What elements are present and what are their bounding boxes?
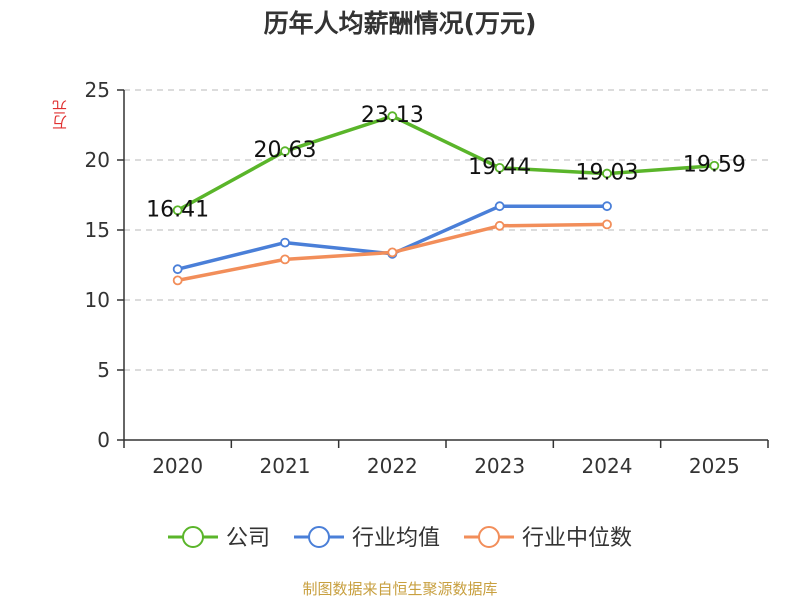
y-tick-label: 20	[85, 148, 110, 172]
data-point	[494, 220, 505, 231]
legend-marker-1	[308, 526, 330, 548]
x-tick-label: 2022	[367, 454, 418, 478]
x-tick-label: 2023	[474, 454, 525, 478]
data-point	[602, 201, 612, 212]
data-point	[387, 111, 398, 122]
x-tick-label: 2024	[582, 454, 633, 478]
data-point	[172, 275, 183, 286]
y-tick-label: 10	[85, 288, 110, 312]
data-point	[494, 201, 505, 212]
x-tick-label: 2021	[260, 454, 311, 478]
series-line-1	[177, 204, 607, 271]
legend-label: 行业中位数	[522, 526, 632, 551]
data-point	[602, 168, 612, 179]
data-point	[280, 146, 290, 157]
data-label: 19.44	[468, 155, 531, 180]
data-point	[172, 205, 183, 216]
data-point	[172, 264, 183, 275]
legend-label: 公司	[226, 526, 270, 551]
y-tick-label: 25	[85, 78, 110, 102]
x-tick-label: 2020	[152, 454, 203, 478]
data-point	[280, 254, 290, 265]
data-label: 19.59	[683, 153, 746, 178]
data-label: 16.41	[146, 197, 209, 222]
data-point	[280, 237, 290, 248]
legend-label: 行业均值	[352, 526, 440, 551]
data-source-note: 制图数据来自恒生聚源数据库	[302, 580, 498, 598]
data-label: 20.63	[254, 138, 317, 163]
series-line-0	[176, 114, 715, 212]
data-point	[709, 160, 720, 171]
legend-marker-2	[478, 526, 500, 548]
y-tick-label: 0	[97, 428, 110, 452]
data-point	[494, 162, 505, 173]
x-tick-label: 2025	[689, 454, 740, 478]
y-tick-label: 15	[85, 218, 110, 242]
data-point	[387, 247, 398, 258]
data-label: 19.03	[576, 161, 639, 186]
data-label: 23.13	[361, 103, 424, 128]
y-tick-label: 5	[97, 358, 110, 382]
legend-marker-0	[182, 526, 204, 548]
chart-title: 历年人均薪酬情况(万元)	[263, 9, 537, 38]
data-point	[602, 219, 612, 230]
